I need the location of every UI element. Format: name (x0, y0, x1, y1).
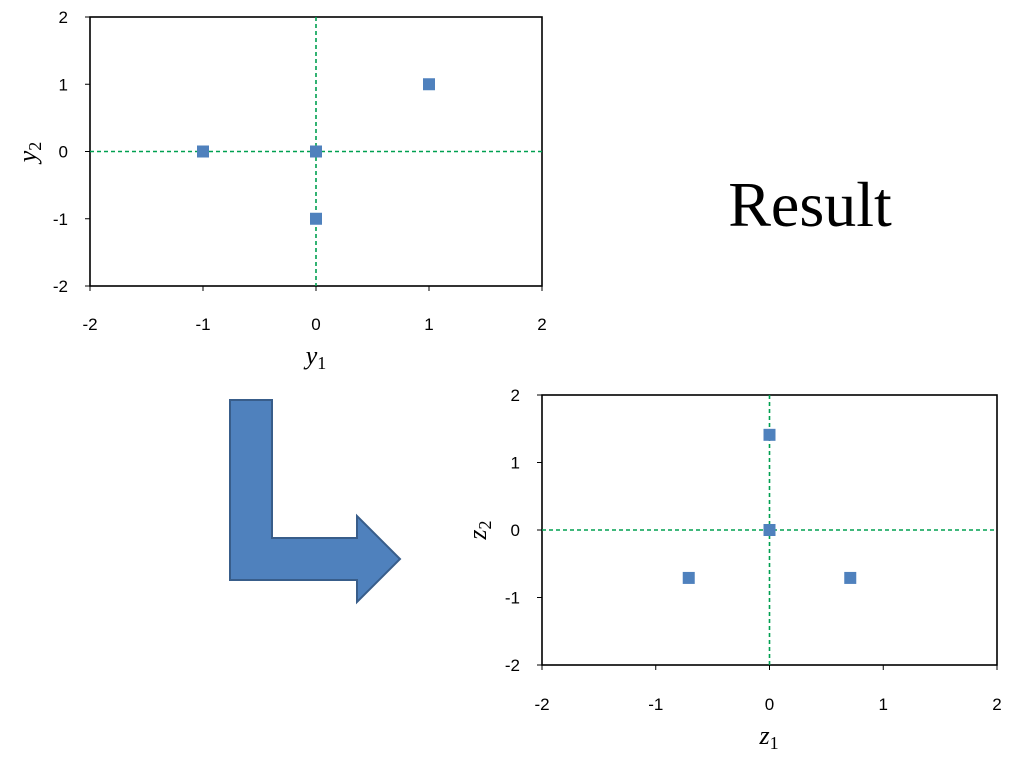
y-tick-label: 0 (59, 143, 68, 162)
data-points (197, 78, 435, 225)
chart-z: -2 -1 0 1 2 2 1 0 -1 -2 z1 z2 (463, 386, 1002, 753)
x-tick-labels: -2 -1 0 1 2 (534, 665, 1002, 714)
data-point (844, 571, 857, 584)
x-tick-label: 0 (311, 315, 320, 334)
y-tick-label: 1 (511, 454, 520, 473)
y-tick-label: -2 (505, 656, 520, 675)
y-tick-label: 1 (59, 75, 68, 94)
x-tick-label: 0 (765, 695, 774, 714)
data-point (423, 78, 435, 91)
x-tick-label: -2 (534, 695, 549, 714)
data-points (682, 428, 857, 584)
x-axis-label: z1 (758, 721, 778, 753)
data-point (682, 571, 695, 584)
x-tick-label: 1 (879, 695, 888, 714)
y-axis-label: y2 (13, 142, 45, 166)
y-tick-label: 0 (511, 521, 520, 540)
x-tick-label: 1 (424, 315, 433, 334)
x-tick-labels: -2 -1 0 1 2 (82, 286, 547, 334)
data-point (763, 428, 776, 441)
data-point (197, 145, 209, 158)
data-point (310, 145, 322, 158)
y-tick-label: 2 (511, 386, 520, 405)
y-tick-labels: 2 1 0 -1 -2 (505, 386, 542, 675)
x-tick-label: 2 (537, 315, 546, 334)
data-point (763, 524, 776, 536)
y-tick-labels: 2 1 0 -1 -2 (53, 8, 90, 296)
x-tick-label: -2 (82, 315, 97, 334)
chart-y: -2 -1 0 1 2 2 1 0 -1 -2 y1 y2 (13, 8, 547, 373)
result-title: Result (728, 169, 892, 240)
x-tick-label: -1 (195, 315, 210, 334)
x-axis-label: y1 (303, 341, 327, 373)
bent-arrow-icon (229, 399, 402, 605)
x-tick-label: -1 (648, 695, 663, 714)
x-tick-label: 2 (992, 695, 1001, 714)
y-tick-label: -1 (505, 589, 520, 608)
y-tick-label: 2 (59, 8, 68, 27)
data-point (310, 212, 322, 225)
y-tick-label: -2 (53, 277, 68, 296)
y-tick-label: -1 (53, 210, 68, 229)
y-axis-label: z2 (463, 520, 495, 540)
